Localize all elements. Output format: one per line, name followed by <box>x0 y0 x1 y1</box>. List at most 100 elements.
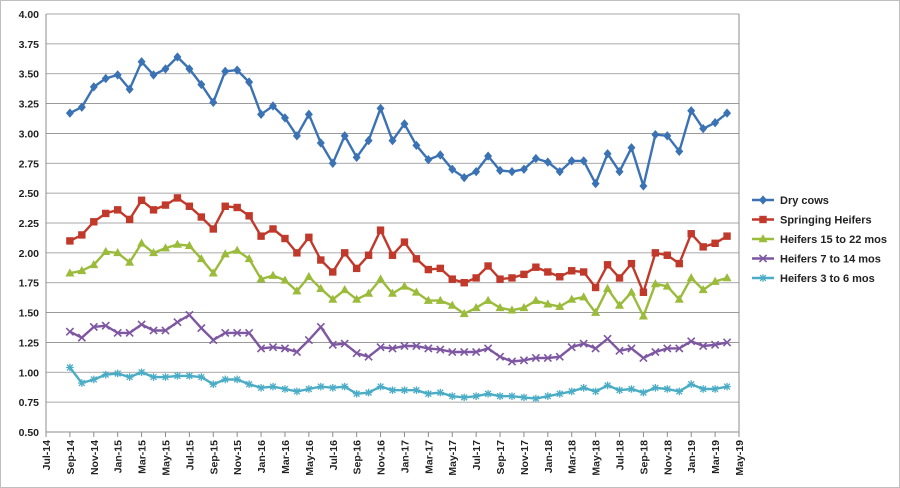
data-point <box>125 257 135 266</box>
data-point <box>400 341 409 351</box>
legend-entry: Dry cows <box>752 195 829 207</box>
data-point <box>220 249 230 258</box>
data-point <box>615 274 624 282</box>
data-point <box>722 273 732 282</box>
data-point <box>603 149 612 159</box>
data-point <box>436 150 445 160</box>
data-point <box>78 231 86 239</box>
data-point <box>244 328 254 338</box>
data-point <box>627 143 636 153</box>
legend-marker <box>759 215 767 224</box>
data-point <box>519 302 529 312</box>
x-tick-label: May-17 <box>447 440 459 476</box>
x-tick-label: Mar-15 <box>137 440 149 474</box>
legend-label: Heifers 15 to 22 mos <box>780 234 887 246</box>
data-point <box>281 234 289 243</box>
data-point <box>555 389 564 398</box>
y-tick-label: 2.00 <box>19 248 40 260</box>
data-point <box>723 232 731 240</box>
data-point <box>257 109 266 119</box>
data-point <box>567 387 576 396</box>
data-point <box>520 270 528 279</box>
series-heifers-7-to-14-mos <box>65 310 732 366</box>
data-point <box>400 119 409 129</box>
data-point <box>387 288 398 297</box>
data-point <box>686 273 696 282</box>
data-point <box>436 345 445 354</box>
data-point <box>496 392 504 400</box>
data-point <box>651 384 660 392</box>
data-point <box>268 270 278 279</box>
data-point <box>519 356 529 365</box>
x-tick-label: Sep-17 <box>495 440 507 475</box>
data-point <box>579 268 588 276</box>
data-point <box>544 392 552 400</box>
data-point <box>173 52 182 62</box>
data-point <box>172 239 182 248</box>
data-point <box>113 70 122 80</box>
data-point <box>711 385 719 393</box>
data-point <box>149 373 158 381</box>
data-point <box>699 243 707 251</box>
y-tick-label: 4.00 <box>19 9 40 21</box>
x-tick-label: Nov-14 <box>89 440 101 475</box>
data-point <box>269 382 277 391</box>
data-point <box>376 274 386 283</box>
data-point <box>591 283 600 292</box>
data-point <box>292 286 302 295</box>
x-tick-label: May-15 <box>160 440 172 476</box>
legend-entry: Heifers 15 to 22 mos <box>752 234 887 246</box>
y-tick-label: 1.50 <box>19 308 40 320</box>
y-tick-label: 2.25 <box>19 218 40 230</box>
x-tick-label: Jan-19 <box>686 440 698 473</box>
data-point <box>639 353 648 363</box>
data-point <box>161 373 170 381</box>
data-point <box>173 317 182 327</box>
data-point <box>400 386 409 394</box>
data-point <box>376 103 385 114</box>
data-point <box>221 202 229 210</box>
y-tick-label: 2.75 <box>19 158 40 170</box>
data-point <box>66 363 74 372</box>
data-point <box>292 131 301 141</box>
data-point <box>423 295 433 304</box>
data-point <box>137 368 146 377</box>
data-point <box>256 274 266 283</box>
data-point <box>352 389 361 398</box>
data-point <box>125 328 134 338</box>
data-point <box>675 344 684 353</box>
data-point <box>316 322 325 332</box>
data-point <box>519 164 528 174</box>
data-point <box>317 256 325 264</box>
data-point <box>280 344 290 353</box>
x-tick-label: Sep-15 <box>208 440 220 475</box>
data-point <box>412 255 421 263</box>
data-point <box>471 302 481 312</box>
legend-marker <box>759 195 767 205</box>
data-point <box>208 268 218 277</box>
data-point <box>674 294 684 303</box>
data-point <box>555 352 564 361</box>
data-point <box>317 382 325 391</box>
x-tick-label: Nov-16 <box>376 440 388 475</box>
data-point <box>185 202 194 210</box>
data-point <box>364 388 373 397</box>
data-point <box>329 268 337 276</box>
data-point <box>496 275 504 283</box>
data-point <box>460 279 468 287</box>
data-point <box>638 311 648 320</box>
data-point <box>149 70 158 80</box>
data-point <box>364 288 374 297</box>
data-point <box>710 340 720 349</box>
data-point <box>579 339 588 348</box>
x-tick-label: Mar-19 <box>710 440 722 474</box>
data-point <box>663 251 672 259</box>
data-point <box>615 386 624 394</box>
y-tick-label: 1.00 <box>19 367 40 379</box>
data-point <box>723 382 731 391</box>
data-point <box>388 135 397 146</box>
data-point <box>125 373 134 381</box>
data-point <box>400 238 409 246</box>
